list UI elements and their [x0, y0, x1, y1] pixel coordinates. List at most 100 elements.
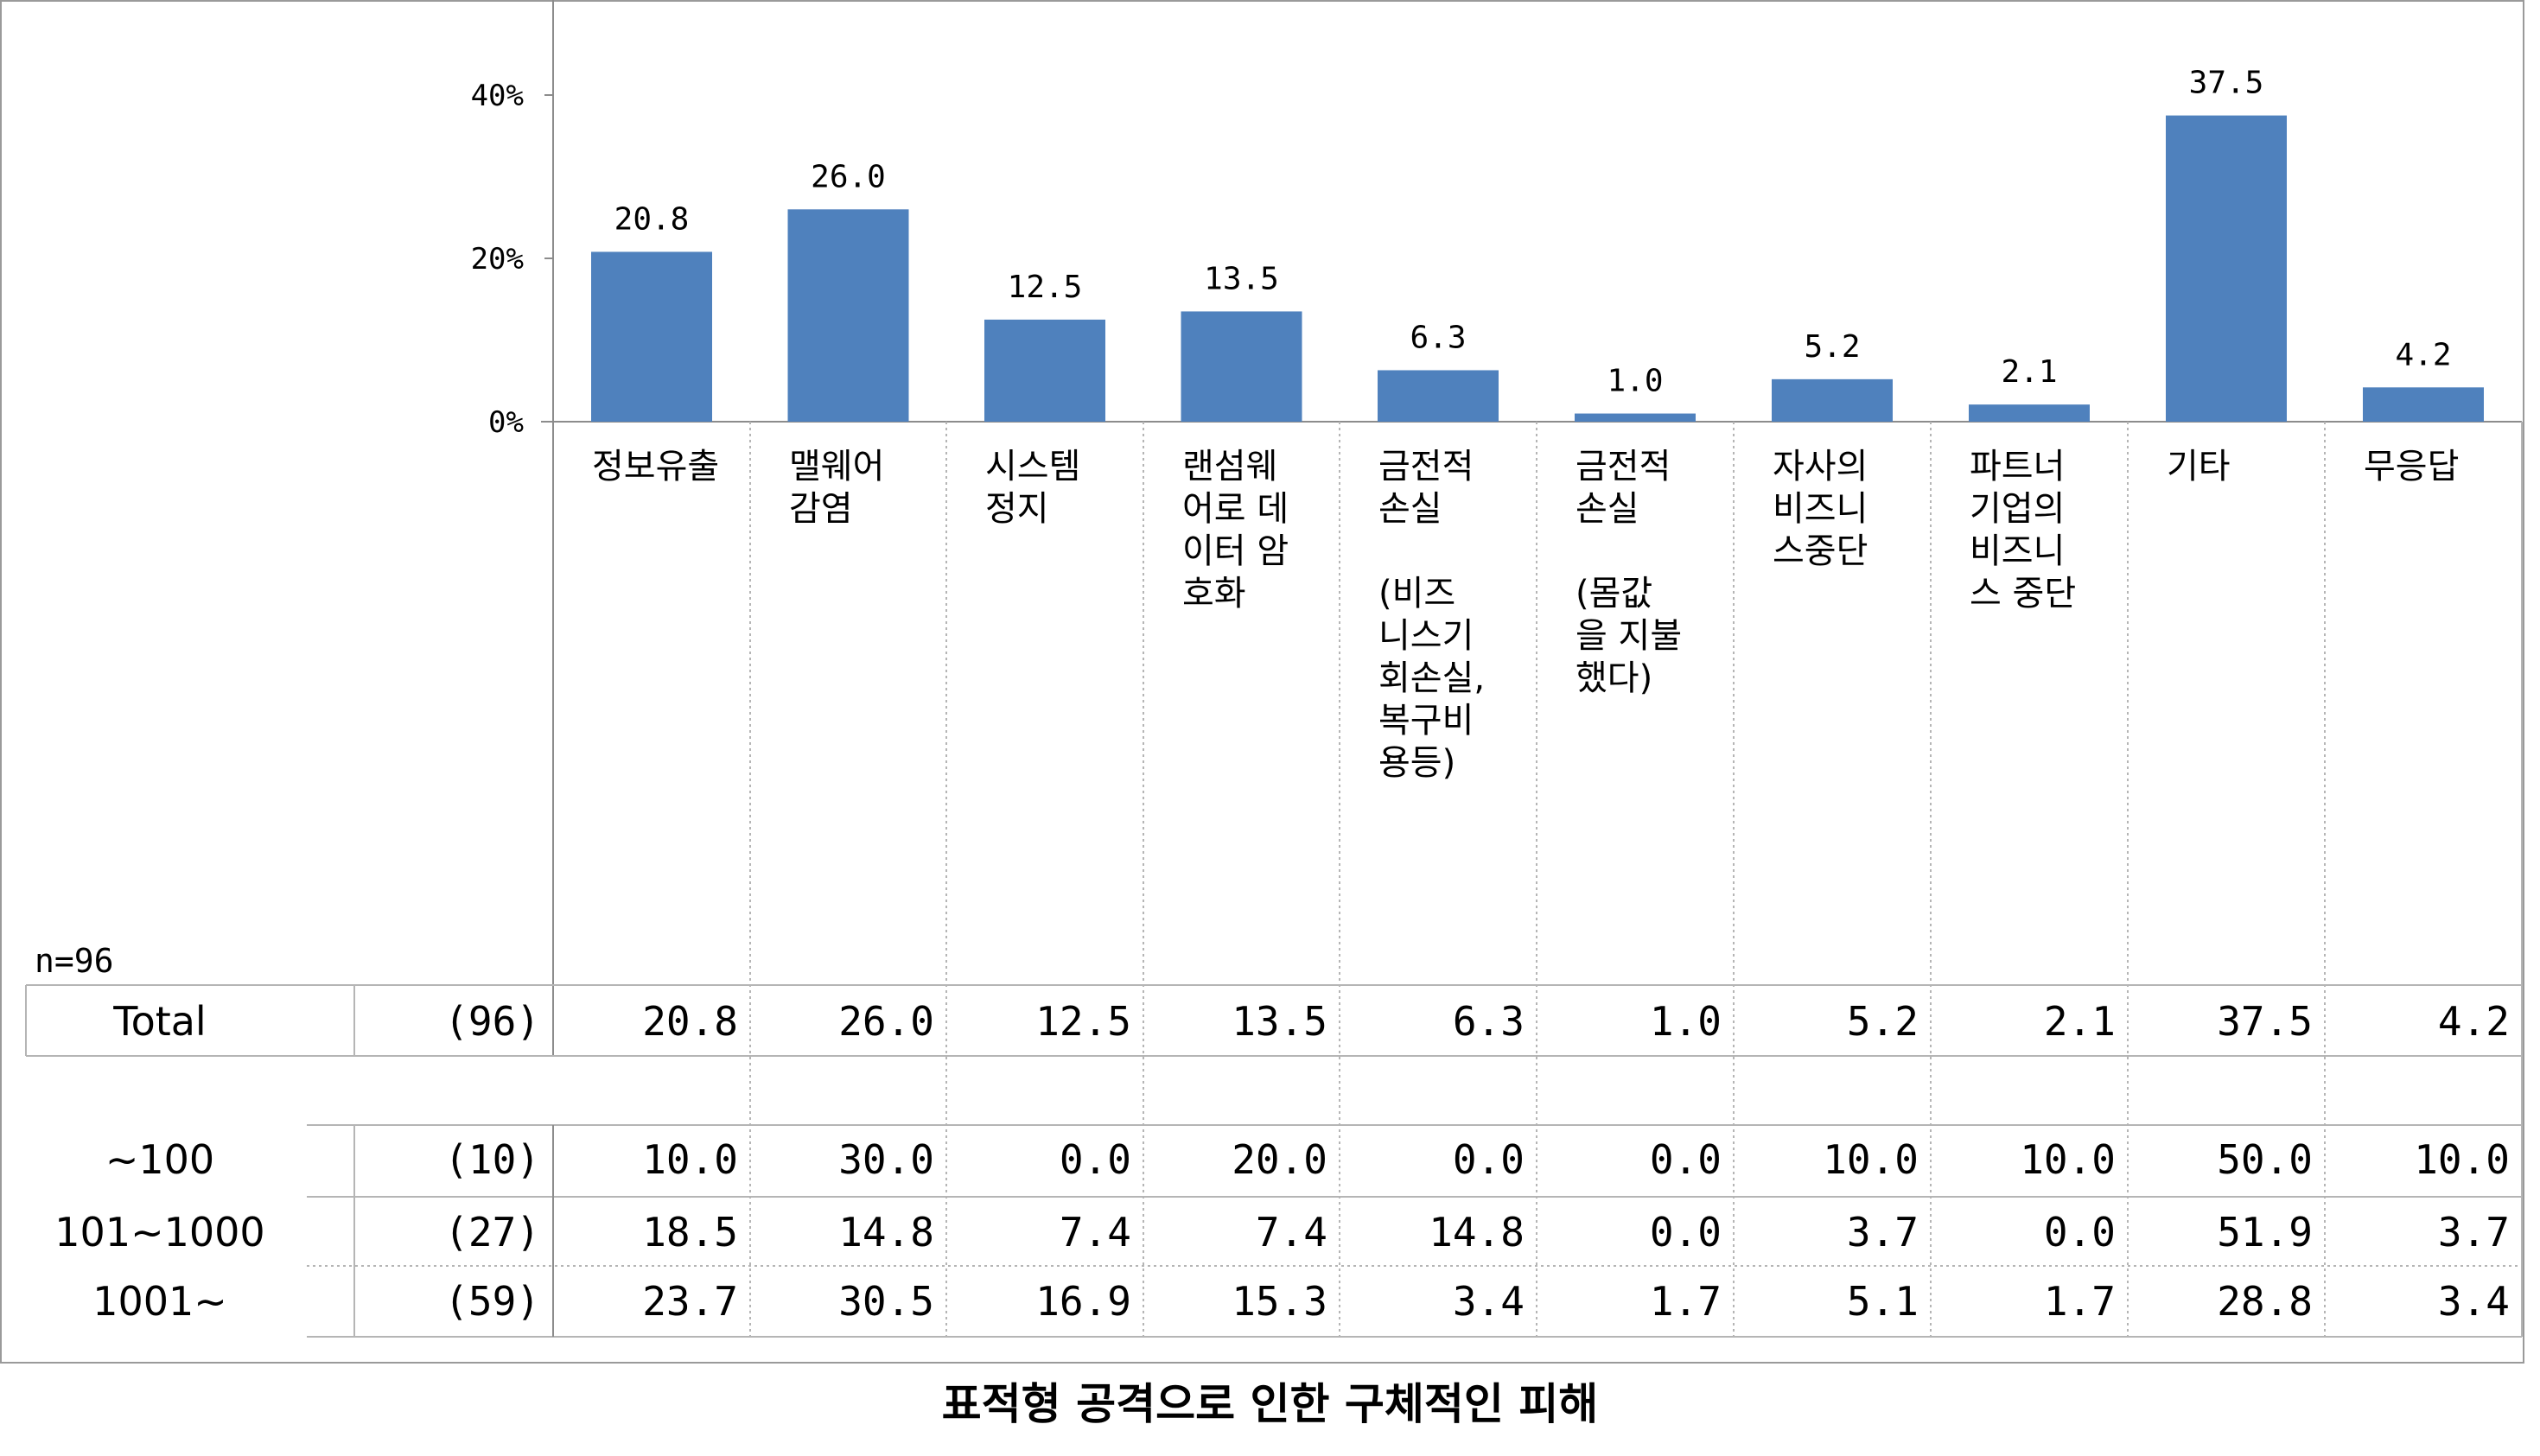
- group-row-cell: 18.5: [642, 1209, 738, 1256]
- bar: [1772, 378, 1893, 422]
- category-label: 무응답: [2364, 447, 2459, 486]
- group-row-cell: 0.0: [1060, 1136, 1131, 1183]
- total-row-n: (96): [444, 998, 540, 1045]
- y-tick-label: 20%: [471, 242, 524, 277]
- bar: [591, 251, 712, 422]
- category-label: 스 중단: [1970, 574, 2076, 614]
- category-label: 정보유출: [592, 447, 719, 486]
- y-tick-label: 40%: [471, 79, 524, 113]
- bar-value-label: 26.0: [811, 159, 886, 194]
- group-row-cell: 1.7: [1650, 1278, 1722, 1325]
- total-row-cell: 37.5: [2217, 998, 2313, 1045]
- category-label: 호화: [1182, 574, 1246, 614]
- group-row-cell: 3.7: [1847, 1209, 1919, 1256]
- bar: [2166, 115, 2287, 422]
- total-row-cell: 4.2: [2438, 998, 2510, 1045]
- bar-value-label: 13.5: [1204, 261, 1279, 296]
- category-label: 비즈니: [1970, 531, 2065, 571]
- group-row-label: 1001~: [92, 1278, 227, 1325]
- bar-value-label: 12.5: [1008, 270, 1083, 305]
- bar: [984, 319, 1105, 422]
- group-row-cell: 23.7: [642, 1278, 738, 1325]
- total-row-cell: 20.8: [642, 998, 738, 1045]
- group-row-cell: 7.4: [1060, 1209, 1131, 1256]
- group-row-cell: 3.4: [1453, 1278, 1525, 1325]
- category-label: 용등): [1378, 743, 1455, 783]
- bar: [2363, 387, 2484, 422]
- total-row-cell: 5.2: [1847, 998, 1919, 1045]
- group-row-cell: 3.4: [2438, 1278, 2510, 1325]
- group-row-cell: 10.0: [642, 1136, 738, 1183]
- group-row-cell: 5.1: [1847, 1278, 1919, 1325]
- category-label: 스중단: [1773, 531, 1868, 571]
- group-row-cell: 10.0: [1823, 1136, 1919, 1183]
- category-label: 자사의: [1773, 447, 1868, 486]
- group-row-cell: 3.7: [2438, 1209, 2510, 1256]
- category-label: 정지: [985, 489, 1049, 529]
- group-row-n: (27): [444, 1209, 540, 1256]
- category-label: 금전적: [1576, 447, 1671, 486]
- bar: [787, 209, 909, 422]
- group-row-cell: 7.4: [1256, 1209, 1327, 1256]
- group-row-cell: 15.3: [1232, 1278, 1327, 1325]
- total-row-cell: 2.1: [2044, 998, 2116, 1045]
- category-label: (몸값: [1576, 574, 1652, 614]
- group-row-cell: 51.9: [2217, 1209, 2313, 1256]
- bar-value-label: 1.0: [1607, 364, 1663, 399]
- sample-size-label: n=96: [35, 942, 114, 980]
- group-row-label: 101~1000: [54, 1209, 264, 1256]
- group-row-cell: 30.0: [838, 1136, 934, 1183]
- bar: [1969, 404, 2090, 422]
- total-row-cell: 1.0: [1650, 998, 1722, 1045]
- category-label: 기업의: [1970, 489, 2065, 529]
- chart-title: 표적형 공격으로 인한 구체적인 피해: [941, 1379, 1599, 1429]
- category-label: 을 지불: [1576, 616, 1682, 656]
- category-label: 금전적: [1378, 447, 1474, 486]
- bar-value-label: 4.2: [2395, 337, 2451, 372]
- group-row-n: (59): [444, 1278, 540, 1325]
- chart-frame: [0, 0, 2524, 1364]
- total-row-cell: 26.0: [838, 998, 934, 1045]
- group-row-cell: 20.0: [1232, 1136, 1327, 1183]
- y-tick-label: 0%: [488, 405, 524, 440]
- total-row-cell: 13.5: [1232, 998, 1327, 1045]
- category-label: 회손실,: [1378, 658, 1485, 698]
- bar: [1181, 311, 1302, 422]
- category-label: 니스기: [1378, 616, 1474, 656]
- group-row-cell: 16.9: [1035, 1278, 1131, 1325]
- bar-chart: 40% 20% 0% 20.8 26.0 12.5 13.5 6.3 1.0 5.2 2.1 37.5…: [25, 0, 2523, 1338]
- group-row-cell: 0.0: [1650, 1209, 1722, 1256]
- bar-value-label: 37.5: [2189, 66, 2264, 101]
- total-row-cell: 12.5: [1035, 998, 1131, 1045]
- bar: [1378, 370, 1499, 422]
- bar-value-label: 2.1: [2001, 354, 2057, 390]
- category-label: 어로 데: [1182, 489, 1289, 529]
- group-row-cell: 10.0: [2414, 1136, 2510, 1183]
- bar-value-label: 5.2: [1804, 329, 1860, 365]
- group-row-cell: 0.0: [1453, 1136, 1525, 1183]
- category-label: 했다): [1576, 658, 1652, 698]
- category-label: 비즈니: [1773, 489, 1868, 529]
- group-row-n: (10): [444, 1136, 540, 1183]
- group-row-cell: 14.8: [1429, 1209, 1525, 1256]
- group-row-label: ~100: [105, 1136, 214, 1183]
- total-row-label: Total: [112, 998, 206, 1045]
- category-label: 맬웨어: [789, 447, 884, 486]
- group-row-cell: 0.0: [2044, 1209, 2116, 1256]
- group-row-cell: 0.0: [1650, 1136, 1722, 1183]
- group-row-cell: 1.7: [2044, 1278, 2116, 1325]
- group-row-cell: 14.8: [838, 1209, 934, 1256]
- group-row-cell: 28.8: [2217, 1278, 2313, 1325]
- category-label: 이터 암: [1182, 531, 1289, 571]
- total-row-cell: 6.3: [1453, 998, 1525, 1045]
- category-label: 손실: [1576, 489, 1639, 529]
- group-row-cell: 10.0: [2020, 1136, 2116, 1183]
- category-label: 감염: [789, 489, 853, 529]
- category-label: 손실: [1378, 489, 1442, 529]
- category-label: 랜섬웨: [1182, 447, 1277, 486]
- bar-value-label: 20.8: [614, 201, 690, 237]
- category-label: 파트너: [1970, 447, 2065, 486]
- category-label: (비즈: [1378, 574, 1455, 614]
- category-label: 복구비: [1378, 701, 1474, 741]
- category-label: 시스템: [985, 447, 1080, 486]
